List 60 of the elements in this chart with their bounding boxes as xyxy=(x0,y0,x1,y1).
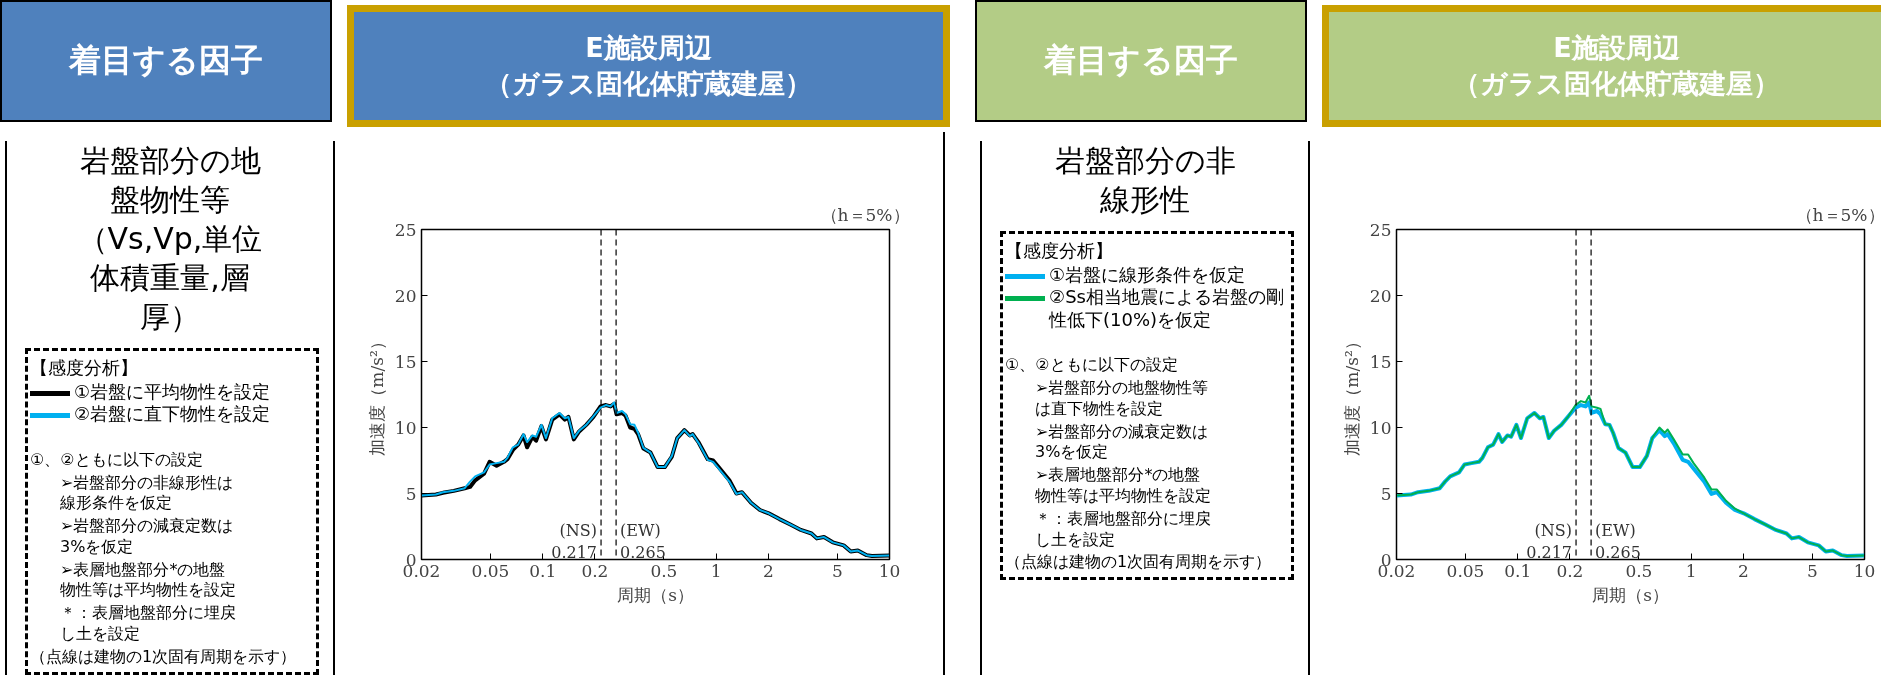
text: 岩盤部分の地盤物性等（Vs,Vp,単位体積重量,層厚） xyxy=(76,142,264,336)
ref-line-label: (NS) 0.217 xyxy=(1526,520,1573,562)
x-tick-label: 10 xyxy=(878,560,901,581)
text: 岩盤部分の非線形性 xyxy=(1053,142,1237,219)
text: （h＝5%） xyxy=(820,204,910,225)
x-tick-label: 1 xyxy=(710,560,722,581)
y-tick-label: 25 xyxy=(394,219,417,240)
text: （h＝5%） xyxy=(1795,204,1881,225)
text: ①、②ともに以下の設定 xyxy=(1005,355,1179,376)
x-tick-label: 5 xyxy=(1806,560,1818,581)
y-axis-title: 加速度（m/s²） xyxy=(366,333,387,456)
y-tick-label: 20 xyxy=(394,285,417,306)
legend-title: 【感度分析】 xyxy=(30,356,139,380)
text: （点線は建物の1次固有周期を示す） xyxy=(1005,552,1273,574)
text: ＊：表層地盤部分に埋戻し土を設定 xyxy=(1034,508,1212,551)
x-tick-label: 5 xyxy=(831,560,843,581)
x-tick-label: 0.1 xyxy=(529,560,557,581)
y-tick-label: 10 xyxy=(1369,417,1392,438)
legend-title: 【感度分析】 xyxy=(1005,239,1114,263)
x-tick-label: 1 xyxy=(1685,560,1697,581)
x-tick-label: 0.2 xyxy=(581,560,609,581)
x-axis-title: 周期（s） xyxy=(1592,584,1669,605)
legend-label: ②岩盤に直下物性を設定 xyxy=(74,403,271,426)
y-tick-label: 5 xyxy=(405,483,417,504)
x-tick-label: 0.1 xyxy=(1504,560,1532,581)
legend-label: ①岩盤に線形条件を仮定 xyxy=(1049,263,1246,287)
text: ➢表層地盤部分*の地盤物性等は平均物性を設定 xyxy=(1034,465,1212,507)
text: ➢岩盤部分の減衰定数は3%を仮定 xyxy=(59,516,235,558)
text: 着目する因子 xyxy=(0,0,332,122)
y-tick-label: 15 xyxy=(1369,351,1392,372)
chart-title: E施設周辺（ガラス固化体貯蔵建屋） xyxy=(1452,30,1781,101)
x-tick-label: 10 xyxy=(1853,560,1876,581)
y-tick-label: 15 xyxy=(394,351,417,372)
text: ＊：表層地盤部分に埋戻し土を設定 xyxy=(59,603,237,645)
x-tick-label: 2 xyxy=(762,560,774,581)
text: ①、②ともに以下の設定 xyxy=(30,449,204,471)
x-tick-label: 0.5 xyxy=(650,560,678,581)
y-axis-title: 加速度（m/s²） xyxy=(1341,333,1362,456)
x-tick-label: 2 xyxy=(1737,560,1749,581)
y-tick-label: 20 xyxy=(1369,285,1392,306)
y-tick-label: 10 xyxy=(394,417,417,438)
ref-line-label: (EW) 0.265 xyxy=(620,520,666,562)
ref-line-label: (EW) 0.265 xyxy=(1595,520,1641,562)
text: 着目する因子 xyxy=(975,0,1307,122)
x-axis-title: 周期（s） xyxy=(617,584,694,605)
ref-line-label: (NS) 0.217 xyxy=(551,520,598,562)
y-tick-label: 25 xyxy=(1369,219,1392,240)
x-tick-label: 0.05 xyxy=(1446,560,1485,581)
chart-title: E施設周辺（ガラス固化体貯蔵建屋） xyxy=(484,30,813,101)
text: ➢岩盤部分の減衰定数は3%を仮定 xyxy=(1034,421,1210,464)
legend-label: ①岩盤に平均物性を設定 xyxy=(74,380,271,404)
text: ➢岩盤部分の地盤物性等は直下物性を設定 xyxy=(1034,378,1210,420)
legend-label: ②Ss相当地震による岩盤の剛性低下(10%)を仮定 xyxy=(1049,286,1285,332)
x-tick-label: 0.2 xyxy=(1556,560,1584,581)
text: ➢岩盤部分の非線形性は線形条件を仮定 xyxy=(59,472,235,515)
x-tick-label: 0.05 xyxy=(471,560,510,581)
text: （点線は建物の1次固有周期を示す） xyxy=(30,646,298,668)
text: ➢表層地盤部分*の地盤物性等は平均物性を設定 xyxy=(59,559,237,602)
y-tick-label: 5 xyxy=(1380,483,1392,504)
x-tick-label: 0.5 xyxy=(1625,560,1653,581)
